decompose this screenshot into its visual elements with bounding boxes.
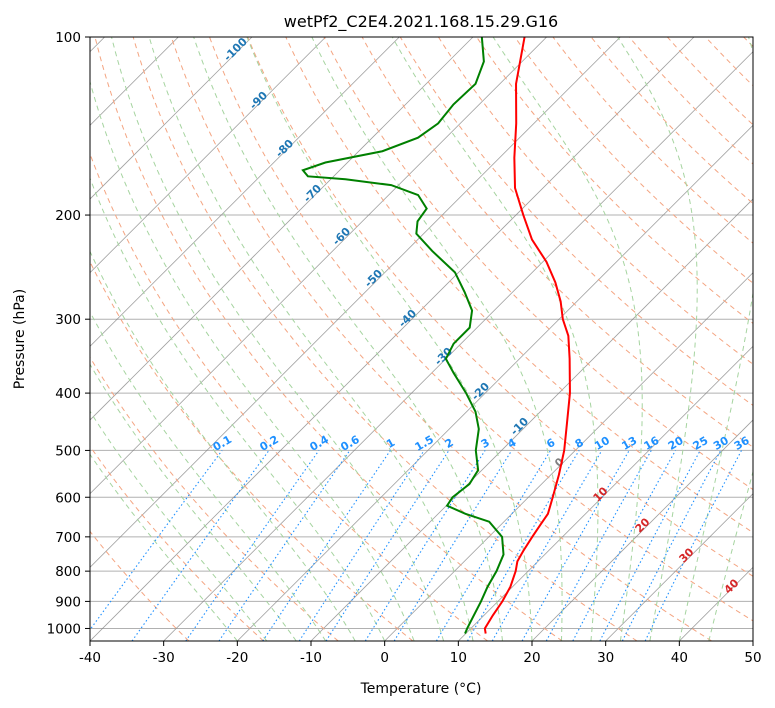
isotherm-line xyxy=(90,37,547,495)
moist-adiabat-line xyxy=(617,37,698,641)
dry-adiabat-line xyxy=(361,37,753,448)
y-tick-label: 1000 xyxy=(47,621,81,637)
y-axis: 1000 900 800 700 600 500 400 300 200 100 xyxy=(47,30,90,637)
x-tick-label: 50 xyxy=(744,650,761,666)
moist-adiabat-line xyxy=(90,363,297,641)
mixing-ratio-line xyxy=(545,450,652,641)
mixing-ratio-line xyxy=(393,450,513,641)
y-tick-label: 200 xyxy=(55,208,81,224)
isotherm-line xyxy=(90,37,326,274)
x-tick-label: 40 xyxy=(671,650,688,666)
dry-adiabat-line xyxy=(399,37,753,407)
dry-adiabat-line xyxy=(94,37,563,641)
dry-adiabat-line xyxy=(90,260,414,641)
isotherm-line xyxy=(90,37,400,347)
x-tick-label: -40 xyxy=(79,650,101,666)
plot-area: 0.1 0.2 0.4 0.6 1 1.5 2 3 4 6 8 10 13 16 20 25 30 36-100-… xyxy=(90,37,753,641)
x-tick-label: 30 xyxy=(597,650,614,666)
moist-adiabat-line xyxy=(391,37,599,641)
moist-adiabat-line xyxy=(90,176,386,641)
x-axis: -40 -30 -20 -10 0 10 20 30 40 50 xyxy=(79,641,762,666)
chart-title: wetPf2_C2E4.2021.168.15.29.G16 xyxy=(284,12,558,32)
y-tick-label: 400 xyxy=(55,386,81,402)
moist-adiabat-line xyxy=(90,410,268,641)
dry-adiabat-line xyxy=(323,37,753,491)
isotherm-line xyxy=(531,419,753,641)
moist-adiabat-line xyxy=(246,37,533,641)
isotherm-line xyxy=(90,37,621,568)
plot-frame xyxy=(89,36,754,642)
x-tick-label: 10 xyxy=(450,650,467,666)
isotherm-line xyxy=(90,37,253,200)
moist-adiabat-line xyxy=(90,250,356,641)
x-tick-label: 20 xyxy=(523,650,540,666)
dewpoint-trace xyxy=(301,37,505,634)
mixing-ratio-line xyxy=(491,450,603,641)
mixing-ratio-line xyxy=(325,450,450,641)
isotherm-line xyxy=(90,37,695,641)
moist-adiabat-line xyxy=(193,37,504,641)
dry-adiabat-line xyxy=(438,37,753,365)
dry-adiabat-line xyxy=(90,530,190,641)
isotherm-line xyxy=(237,124,753,641)
x-tick-label: -30 xyxy=(153,650,175,666)
y-tick-label: 500 xyxy=(55,443,81,459)
moist-adiabat-line xyxy=(111,37,445,641)
isotherm-line xyxy=(384,272,753,641)
mixing-ratio-line xyxy=(131,450,270,641)
moist-adiabat-line xyxy=(492,37,643,641)
dry-adiabat-line xyxy=(90,356,339,641)
y-tick-label: 800 xyxy=(55,564,81,580)
moist-adiabat-line xyxy=(311,37,563,641)
y-tick-label: 700 xyxy=(55,530,81,546)
mixing-ratio-line xyxy=(364,450,486,641)
moist-adiabat-line xyxy=(678,37,753,641)
y-tick-label: 300 xyxy=(55,312,81,328)
y-tick-label: 900 xyxy=(55,594,81,610)
x-tick-label: -10 xyxy=(300,650,322,666)
isotherm-line xyxy=(163,51,753,641)
dry-adiabat-line xyxy=(132,37,638,641)
mixing-ratio-line xyxy=(435,450,552,641)
moist-adiabat-line xyxy=(708,469,753,641)
x-tick-label: -20 xyxy=(226,650,248,666)
isotherm-line xyxy=(458,345,753,641)
dry-adiabat-line xyxy=(209,37,753,622)
mixing-ratio-line xyxy=(521,450,630,641)
isotherm-line xyxy=(605,493,753,641)
mixing-ratio-line xyxy=(90,450,223,631)
mixing-ratio-line xyxy=(218,450,351,641)
y-tick-label: 600 xyxy=(55,490,81,506)
moist-adiabat-line xyxy=(90,453,238,641)
isotherm-line xyxy=(90,37,474,421)
x-axis-label: Temperature (°C) xyxy=(360,681,482,697)
y-tick-label: 100 xyxy=(55,30,81,46)
temperature-trace xyxy=(483,37,571,634)
dry-adiabat-line xyxy=(285,37,753,534)
dry-adiabat-line xyxy=(247,37,753,577)
y-axis-label: Pressure (hPa) xyxy=(12,289,28,389)
mixing-ratio-line xyxy=(467,450,580,641)
mixing-ratio-line xyxy=(572,450,677,641)
x-tick-label: 0 xyxy=(380,650,389,666)
